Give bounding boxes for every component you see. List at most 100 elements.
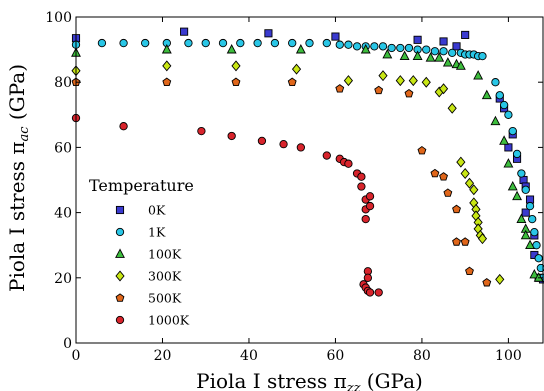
- data-point: [201, 38, 210, 48]
- data-point: [425, 52, 436, 62]
- data-point: [408, 75, 418, 87]
- data-point: [296, 143, 306, 152]
- data-point: [279, 139, 288, 149]
- data-point: [469, 184, 479, 196]
- x-tick-label: 80: [413, 348, 431, 364]
- data-point: [478, 51, 487, 61]
- data-point: [443, 188, 453, 197]
- y-tick-label: 80: [54, 75, 72, 91]
- data-point: [161, 44, 172, 54]
- data-point: [231, 77, 241, 86]
- data-point: [363, 273, 373, 282]
- plot-frame: [75, 16, 544, 344]
- series-500k: [71, 77, 492, 287]
- x-axis-title-unit: (GPa): [360, 369, 422, 391]
- data-point: [460, 167, 470, 179]
- data-point: [452, 204, 461, 214]
- data-point: [536, 263, 544, 273]
- data-point: [365, 192, 375, 201]
- data-point: [270, 38, 280, 48]
- legend-marker: [115, 315, 125, 325]
- data-point: [528, 214, 537, 224]
- data-point: [461, 30, 470, 39]
- legend-marker: [115, 248, 125, 258]
- data-point: [231, 60, 241, 72]
- data-point: [530, 228, 539, 237]
- legend-marker: [115, 205, 125, 215]
- legend-label: 1000K: [148, 313, 190, 328]
- data-point: [399, 50, 410, 60]
- data-point: [361, 214, 370, 224]
- data-point: [490, 115, 501, 126]
- data-point: [452, 42, 461, 51]
- y-axis-title-unit: (GPa): [5, 64, 29, 126]
- data-point: [357, 182, 366, 191]
- legend-item-1000k: 1000K: [115, 313, 190, 328]
- data-point: [477, 233, 488, 245]
- data-point: [291, 63, 302, 75]
- series-1k: [71, 38, 544, 282]
- data-point: [495, 91, 504, 100]
- data-point: [344, 40, 353, 49]
- x-tick-label: 0: [72, 348, 81, 364]
- series-300k: [71, 60, 505, 285]
- data-point: [438, 83, 449, 95]
- data-point: [184, 38, 193, 48]
- data-point: [495, 273, 505, 285]
- legend-marker: [115, 270, 125, 282]
- axis-ticks: 0 20 40 60 80 100 0 20 40 60 80 100: [45, 10, 543, 364]
- data-point: [465, 266, 474, 276]
- data-point: [482, 278, 492, 287]
- data-point: [464, 177, 475, 189]
- legend-item-1k: 1K: [115, 225, 166, 240]
- data-point: [322, 151, 331, 160]
- data-point: [529, 268, 540, 279]
- data-point: [434, 52, 445, 62]
- data-point: [387, 43, 396, 53]
- data-point: [344, 159, 353, 168]
- data-point: [534, 254, 543, 263]
- data-point: [504, 110, 513, 119]
- series-0k: [71, 27, 544, 284]
- y-tick-label: 100: [45, 10, 72, 26]
- y-axis-title: Piola I stress πac (GPa): [5, 64, 32, 292]
- data-point: [180, 27, 189, 36]
- data-point: [439, 172, 448, 181]
- legend: Temperature 0K 1K 100K 300K 500K 1000K: [89, 176, 194, 328]
- series-100k: [71, 44, 544, 282]
- data-point: [374, 85, 384, 95]
- x-tick-label: 20: [154, 348, 172, 364]
- data-point: [404, 43, 414, 53]
- legend-label: 1K: [148, 225, 166, 240]
- data-point: [119, 122, 128, 131]
- data-point: [455, 60, 466, 70]
- data-point: [525, 201, 535, 211]
- data-point: [504, 143, 513, 152]
- data-point: [287, 77, 297, 86]
- legend-label: 300K: [148, 269, 182, 284]
- legend-item-500k: 500K: [115, 291, 182, 306]
- data-point: [525, 239, 535, 250]
- data-point: [491, 78, 500, 87]
- data-point: [295, 44, 306, 54]
- data-point: [374, 288, 383, 297]
- data-point: [236, 38, 245, 48]
- data-point: [460, 237, 470, 246]
- legend-label: 500K: [148, 291, 182, 306]
- data-point: [512, 149, 522, 159]
- data-point: [507, 180, 518, 191]
- x-tick-label: 60: [327, 348, 345, 364]
- data-point: [253, 38, 262, 48]
- data-point: [322, 38, 331, 48]
- data-point: [430, 168, 440, 178]
- data-point: [360, 44, 371, 54]
- data-point: [119, 38, 128, 48]
- data-point: [305, 38, 314, 48]
- data-marks: [71, 27, 544, 297]
- data-point: [521, 185, 530, 194]
- data-point: [499, 100, 509, 110]
- y-axis-title-text: Piola I stress π: [5, 141, 29, 292]
- data-point: [404, 88, 414, 98]
- data-point: [227, 131, 236, 141]
